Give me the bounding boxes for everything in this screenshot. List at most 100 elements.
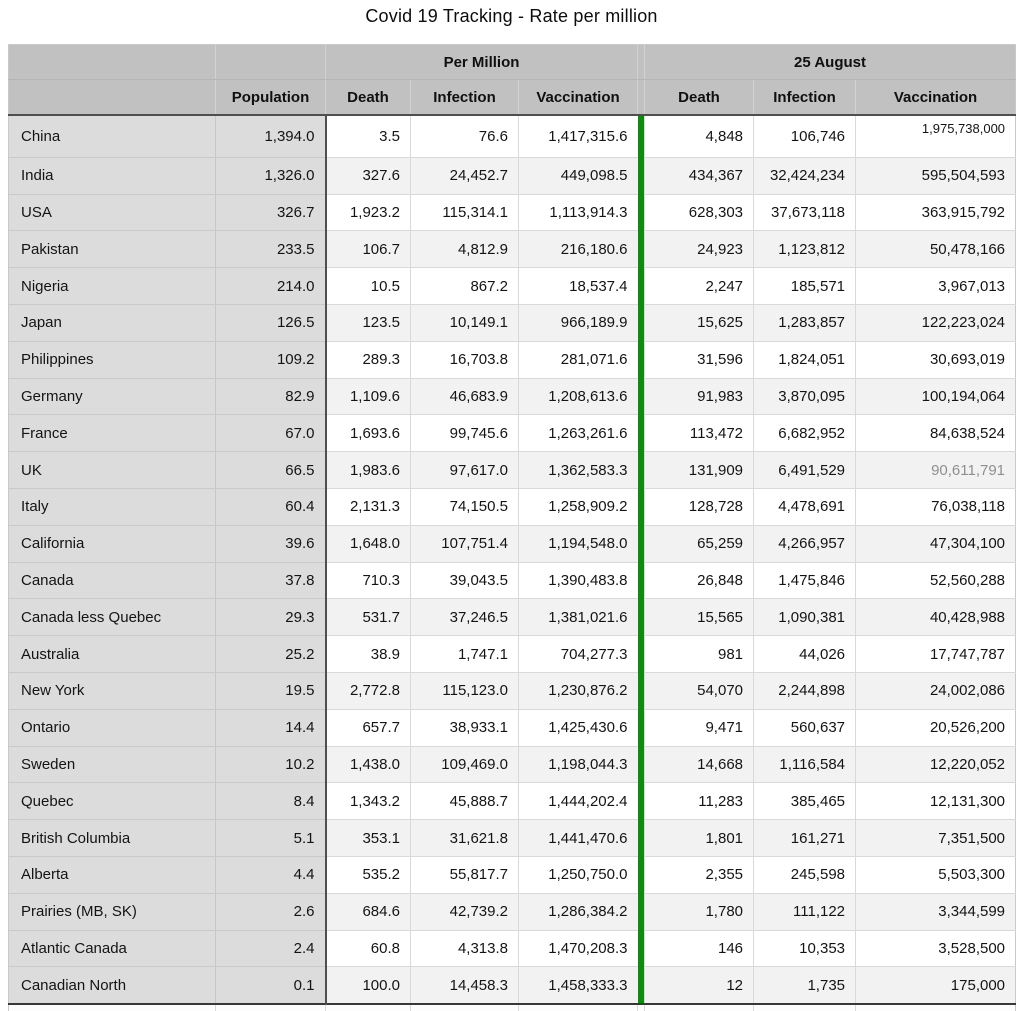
cell-aug-death[interactable]: 26,848	[644, 562, 754, 600]
cell-aug-death[interactable]: 2,355	[644, 856, 754, 894]
cell-aug-vaccination[interactable]: 3,967,013	[855, 267, 1016, 305]
row-label[interactable]: Philippines	[8, 341, 216, 379]
cell-pm-death[interactable]: 3.5	[325, 115, 411, 158]
cell-aug-vaccination[interactable]: 50,478,166	[855, 230, 1016, 269]
cell-population[interactable]: 66.5	[215, 451, 327, 489]
cell-pm-death[interactable]: 1,343.2	[325, 782, 411, 821]
cell-aug-death[interactable]: 11,283	[644, 782, 754, 821]
cell-aug-vaccination[interactable]: 100,194,064	[855, 378, 1016, 416]
cell-pm-infection[interactable]: 14,458.3	[410, 966, 519, 1005]
cell-pm-death[interactable]: 531.7	[325, 598, 411, 637]
cell-aug-infection[interactable]: 10,353	[753, 930, 856, 968]
cell-aug-infection[interactable]: 44,026	[753, 635, 856, 673]
cell-pm-vaccination[interactable]: 1,258,909.2	[517, 488, 638, 526]
cell-pm-infection[interactable]: 42,739.2	[410, 893, 519, 931]
cell-population[interactable]: 8.4	[215, 782, 327, 821]
cell-pm-infection[interactable]: 1,747.1	[410, 635, 519, 673]
cell-pm-vaccination[interactable]: 1,263,261.6	[517, 414, 638, 453]
cell-pm-vaccination[interactable]: 1,208,613.6	[517, 378, 638, 416]
cell-aug-vaccination[interactable]: 7,351,500	[855, 819, 1016, 857]
cell-pm-death[interactable]: 60.8	[325, 930, 411, 968]
cell-pm-death[interactable]: 1,648.0	[325, 525, 411, 563]
cell-population[interactable]: 1,326.0	[215, 157, 327, 195]
cell-aug-death[interactable]: 128,728	[644, 488, 754, 526]
cell-aug-infection[interactable]: 1,475,846	[753, 562, 856, 600]
cell-aug-infection[interactable]: 32,424,234	[753, 157, 856, 195]
cell-aug-death[interactable]: 12	[644, 966, 754, 1005]
cell-pm-vaccination[interactable]: 1,425,430.6	[517, 709, 638, 747]
cell-pm-infection[interactable]: 46,683.9	[410, 378, 519, 416]
cell-pm-vaccination[interactable]: 704,277.3	[517, 635, 638, 673]
cell-pm-infection[interactable]: 55,817.7	[410, 856, 519, 894]
column-header-population[interactable]: Population	[215, 79, 326, 116]
cell-pm-infection[interactable]: 16,703.8	[410, 341, 519, 379]
column-header-blank[interactable]	[8, 79, 216, 116]
cell-aug-infection[interactable]: 3,870,095	[753, 378, 856, 416]
cell-pm-death[interactable]: 2,772.8	[325, 672, 411, 710]
cell-aug-infection[interactable]: 1,283,857	[753, 304, 856, 342]
row-label[interactable]: British Columbia	[8, 819, 216, 857]
cell-pm-vaccination[interactable]: 1,198,044.3	[517, 746, 638, 784]
cell-population[interactable]: 10.2	[215, 746, 327, 784]
cell-aug-vaccination[interactable]: 24,002,086	[855, 672, 1016, 710]
cell-aug-infection[interactable]: 560,637	[753, 709, 856, 747]
column-header-pm-vaccination[interactable]: Vaccination	[517, 79, 638, 116]
cell-aug-infection[interactable]: 1,116,584	[753, 746, 856, 784]
cell-aug-death[interactable]: 9,471	[644, 709, 754, 747]
cell-pm-vaccination[interactable]: 18,537.4	[517, 267, 638, 305]
row-label[interactable]: Australia	[8, 635, 216, 673]
column-header-pm-death[interactable]: Death	[325, 79, 411, 116]
cell-aug-death[interactable]: 15,565	[644, 598, 754, 637]
cell-aug-vaccination[interactable]: 30,693,019	[855, 341, 1016, 379]
row-label[interactable]: Alberta	[8, 856, 216, 894]
cell-pm-death[interactable]: 535.2	[325, 856, 411, 894]
cell-aug-vaccination[interactable]: 52,560,288	[855, 562, 1016, 600]
cell-pm-infection[interactable]: 39,043.5	[410, 562, 519, 600]
cell-aug-death[interactable]: 1,801	[644, 819, 754, 857]
cell-pm-infection[interactable]: 109,469.0	[410, 746, 519, 784]
cell-pm-death[interactable]: 38.9	[325, 635, 411, 673]
cell-pm-vaccination[interactable]: 1,444,202.4	[517, 782, 638, 821]
cell-pm-infection[interactable]: 115,123.0	[410, 672, 519, 710]
cell-pm-infection[interactable]: 74,150.5	[410, 488, 519, 526]
cell-pm-infection[interactable]: 45,888.7	[410, 782, 519, 821]
cell-population[interactable]: 4.4	[215, 856, 327, 894]
cell-pm-death[interactable]: 2,131.3	[325, 488, 411, 526]
cell-aug-death[interactable]: 1,780	[644, 893, 754, 931]
cell-aug-vaccination[interactable]: 122,223,024	[855, 304, 1016, 342]
cell-population[interactable]: 2.6	[215, 893, 327, 931]
cell-pm-death[interactable]: 1,109.6	[325, 378, 411, 416]
cell-aug-infection[interactable]: 2,244,898	[753, 672, 856, 710]
cell-aug-vaccination[interactable]: 3,344,599	[855, 893, 1016, 931]
cell-population[interactable]: 60.4	[215, 488, 327, 526]
cell-aug-death[interactable]: 31,596	[644, 341, 754, 379]
cell-pm-vaccination[interactable]: 1,250,750.0	[517, 856, 638, 894]
group-header-per-million[interactable]: Per Million	[324, 44, 638, 80]
cell-population[interactable]: 109.2	[215, 341, 327, 379]
column-header-pm-infection[interactable]: Infection	[410, 79, 519, 116]
cell-aug-death[interactable]: 131,909	[644, 451, 754, 489]
cell-aug-death[interactable]: 54,070	[644, 672, 754, 710]
cell-aug-vaccination[interactable]: 76,038,118	[855, 488, 1016, 526]
row-label[interactable]: Atlantic Canada	[8, 930, 216, 968]
row-label[interactable]: Nigeria	[8, 267, 216, 305]
cell-population[interactable]: 2.4	[215, 930, 327, 968]
cell-pm-death[interactable]: 1,983.6	[325, 451, 411, 489]
row-label[interactable]: Italy	[8, 488, 216, 526]
row-label[interactable]: Pakistan	[8, 230, 216, 269]
cell-pm-death[interactable]: 1,693.6	[325, 414, 411, 453]
cell-aug-infection[interactable]: 1,123,812	[753, 230, 856, 269]
cell-aug-vaccination[interactable]: 17,747,787	[855, 635, 1016, 673]
cell-pm-death[interactable]: 289.3	[325, 341, 411, 379]
cell-pm-vaccination[interactable]: 216,180.6	[517, 230, 638, 269]
row-label[interactable]: New York	[8, 672, 216, 710]
row-label[interactable]: China	[8, 115, 216, 158]
cell-aug-infection[interactable]: 161,271	[753, 819, 856, 857]
cell-aug-death[interactable]: 15,625	[644, 304, 754, 342]
cell-pm-infection[interactable]: 38,933.1	[410, 709, 519, 747]
cell-aug-infection[interactable]: 6,682,952	[753, 414, 856, 453]
cell-aug-infection[interactable]: 1,824,051	[753, 341, 856, 379]
cell-pm-death[interactable]: 710.3	[325, 562, 411, 600]
cell-pm-vaccination[interactable]: 1,194,548.0	[517, 525, 638, 563]
cell-aug-infection[interactable]: 185,571	[753, 267, 856, 305]
